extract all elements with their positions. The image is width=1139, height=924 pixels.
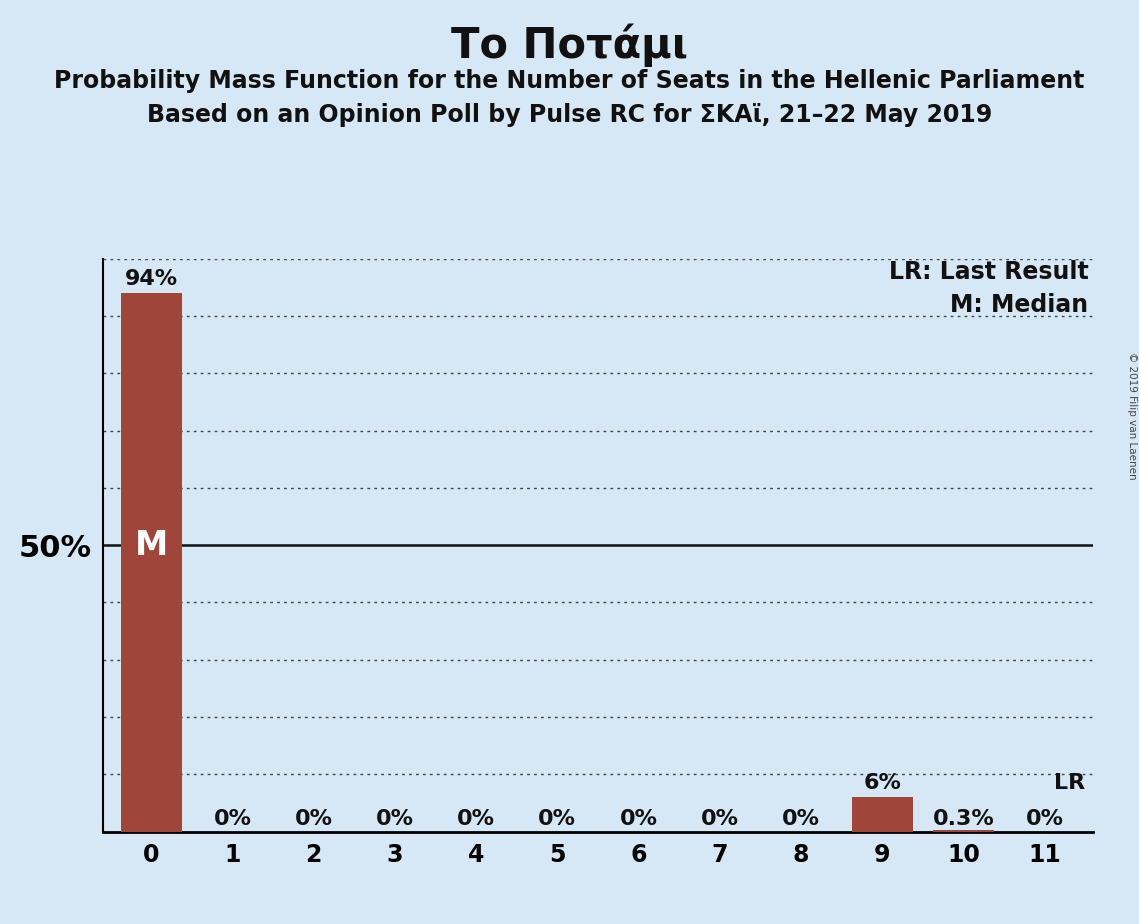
- Text: 0%: 0%: [620, 809, 657, 830]
- Text: LR: LR: [1055, 772, 1085, 793]
- Text: LR: Last Result: LR: Last Result: [888, 260, 1089, 284]
- Bar: [121, 293, 182, 832]
- Text: 0%: 0%: [700, 809, 739, 830]
- Bar: [852, 797, 912, 832]
- Text: 0%: 0%: [295, 809, 333, 830]
- Text: 0%: 0%: [782, 809, 820, 830]
- Bar: [933, 830, 994, 832]
- Text: 0%: 0%: [213, 809, 252, 830]
- Text: 0%: 0%: [457, 809, 495, 830]
- Text: © 2019 Filip van Laenen: © 2019 Filip van Laenen: [1126, 352, 1137, 480]
- Text: 0%: 0%: [376, 809, 413, 830]
- Text: 94%: 94%: [124, 269, 178, 288]
- Text: M: M: [134, 529, 167, 562]
- Text: 0%: 0%: [539, 809, 576, 830]
- Text: M: Median: M: Median: [950, 293, 1089, 317]
- Text: Το Ποτάμι: Το Ποτάμι: [451, 23, 688, 67]
- Text: 0.3%: 0.3%: [933, 809, 994, 830]
- Text: 0%: 0%: [1026, 809, 1064, 830]
- Text: Based on an Opinion Poll by Pulse RC for ΣΚΑϊ, 21–22 May 2019: Based on an Opinion Poll by Pulse RC for…: [147, 103, 992, 128]
- Text: Probability Mass Function for the Number of Seats in the Hellenic Parliament: Probability Mass Function for the Number…: [55, 69, 1084, 93]
- Text: 6%: 6%: [863, 772, 901, 793]
